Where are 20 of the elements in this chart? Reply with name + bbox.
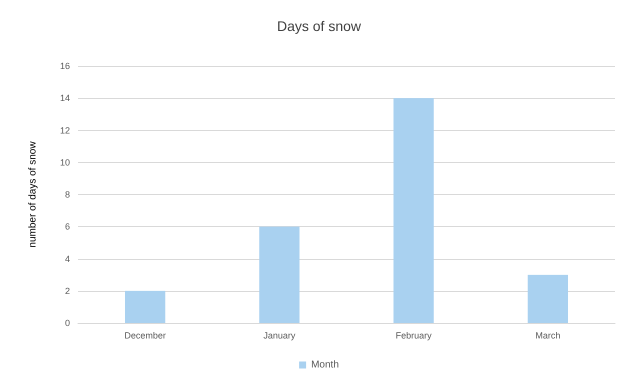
y-tick-label: 14 xyxy=(60,93,70,104)
y-tick-label: 10 xyxy=(60,157,70,168)
y-tick-label: 6 xyxy=(64,222,70,232)
y-tick-label: 4 xyxy=(64,254,70,264)
y-tick-label: 2 xyxy=(64,286,70,296)
x-tick-label: March xyxy=(535,330,560,340)
y-axis-title: number of days of snow xyxy=(28,140,38,248)
x-tick-label: December xyxy=(124,330,166,340)
x-tick-label: February xyxy=(396,330,432,340)
bar xyxy=(393,98,434,323)
y-tick-label: 16 xyxy=(60,61,70,71)
y-tick-label: 12 xyxy=(60,125,70,136)
legend-label: Month xyxy=(311,360,339,370)
y-tick-label: 0 xyxy=(64,318,70,328)
bar xyxy=(528,274,568,323)
bar xyxy=(259,226,300,323)
x-tick-label: January xyxy=(263,330,296,340)
chart-title: Days of snow xyxy=(276,18,362,34)
bar xyxy=(124,290,166,323)
y-tick-label: 8 xyxy=(64,190,70,200)
